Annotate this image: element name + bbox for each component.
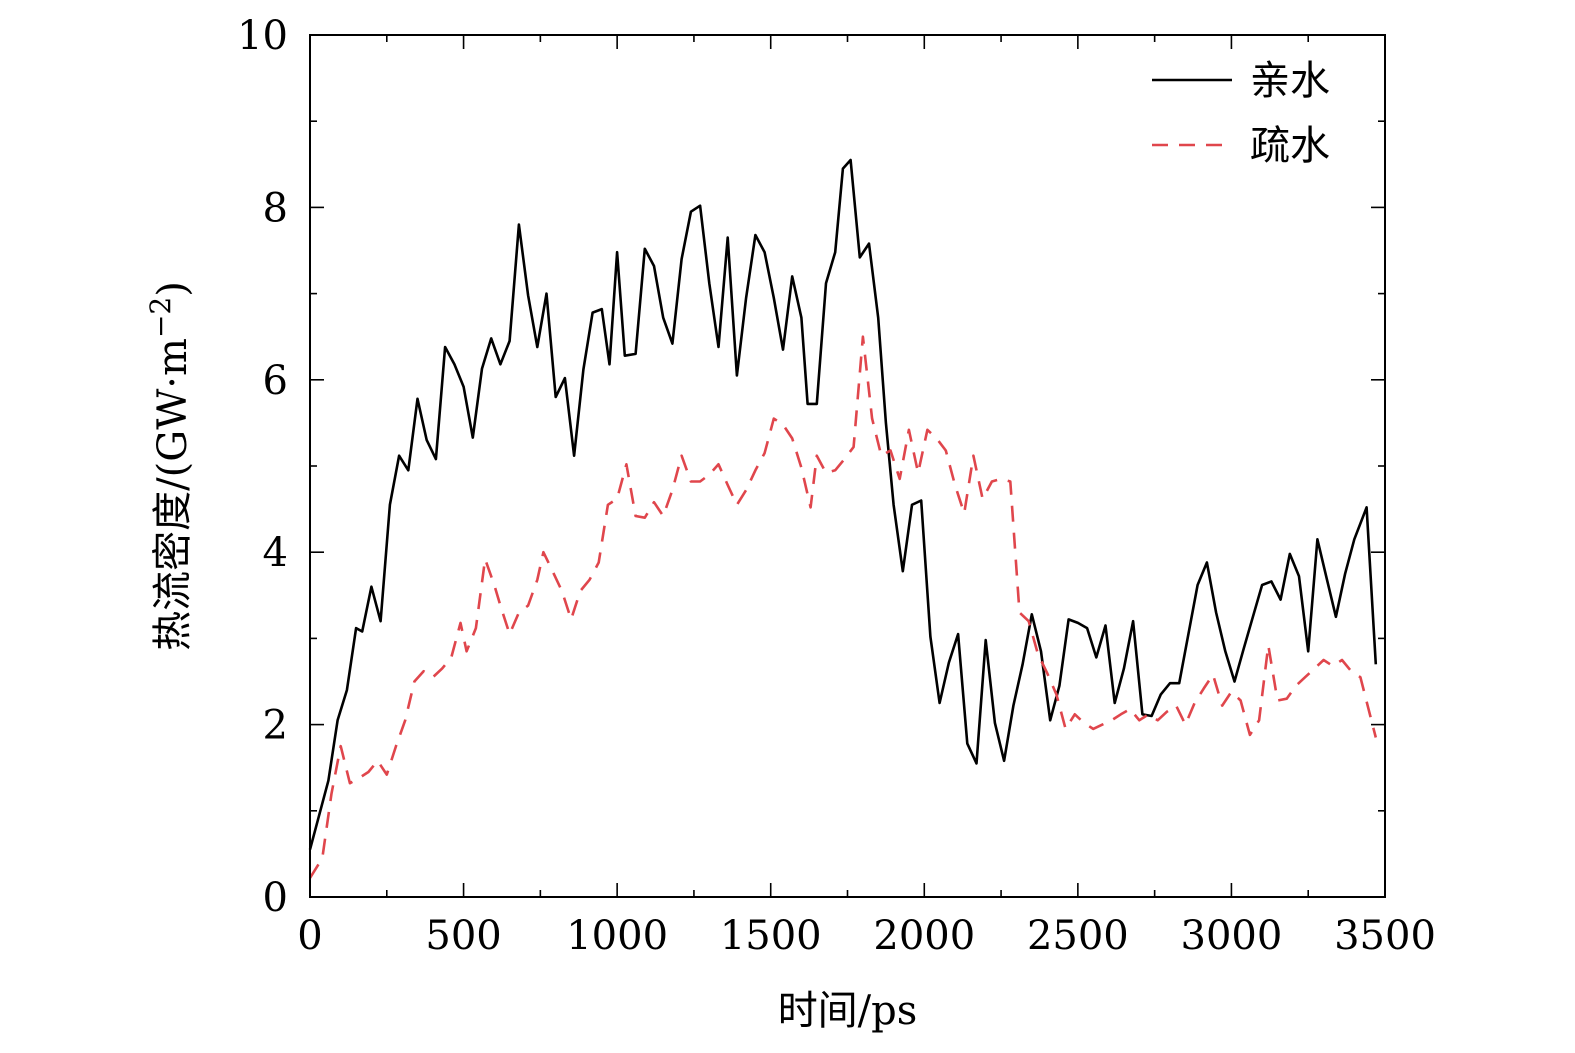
x-tick-label: 0 — [297, 913, 322, 959]
legend: 亲水 疏水 — [1152, 58, 1330, 169]
series-layer — [308, 158, 1378, 879]
y-tick-label: 8 — [263, 185, 288, 231]
y-axis-title-close: ) — [150, 281, 196, 297]
y-axis-title: 热流密度/(GW·m−2) — [144, 281, 196, 651]
y-axis-title-main: 热流密度/(GW·m — [150, 338, 196, 651]
y-tick-label: 0 — [263, 875, 288, 921]
y-axis-title-exponent: −2 — [144, 297, 177, 338]
x-tick-label: 1000 — [566, 913, 668, 959]
series-line-hydrophobic — [308, 335, 1378, 879]
legend-label-hydrophilic: 亲水 — [1250, 58, 1330, 104]
x-tick-label: 3000 — [1181, 913, 1283, 959]
legend-label-hydrophobic: 疏水 — [1250, 123, 1330, 169]
x-tick-label: 1500 — [720, 913, 822, 959]
x-tick-label: 3500 — [1334, 913, 1436, 959]
plot-frame — [309, 34, 1386, 898]
x-tick-label: 2000 — [873, 913, 975, 959]
y-tick-label: 4 — [263, 530, 288, 576]
y-tick-label: 10 — [237, 13, 288, 59]
tick-labels-layer: 0 500 1000 1500 2000 2500 3000 3500 0 2 4 6 8 10 — [237, 13, 1436, 959]
x-tick-label: 500 — [425, 913, 501, 959]
y-tick-label: 6 — [263, 358, 288, 404]
series-line-hydrophilic — [308, 158, 1378, 850]
x-axis-title: 时间/ps — [778, 988, 918, 1034]
x-tick-label: 2500 — [1027, 913, 1129, 959]
y-tick-label: 2 — [263, 703, 288, 749]
